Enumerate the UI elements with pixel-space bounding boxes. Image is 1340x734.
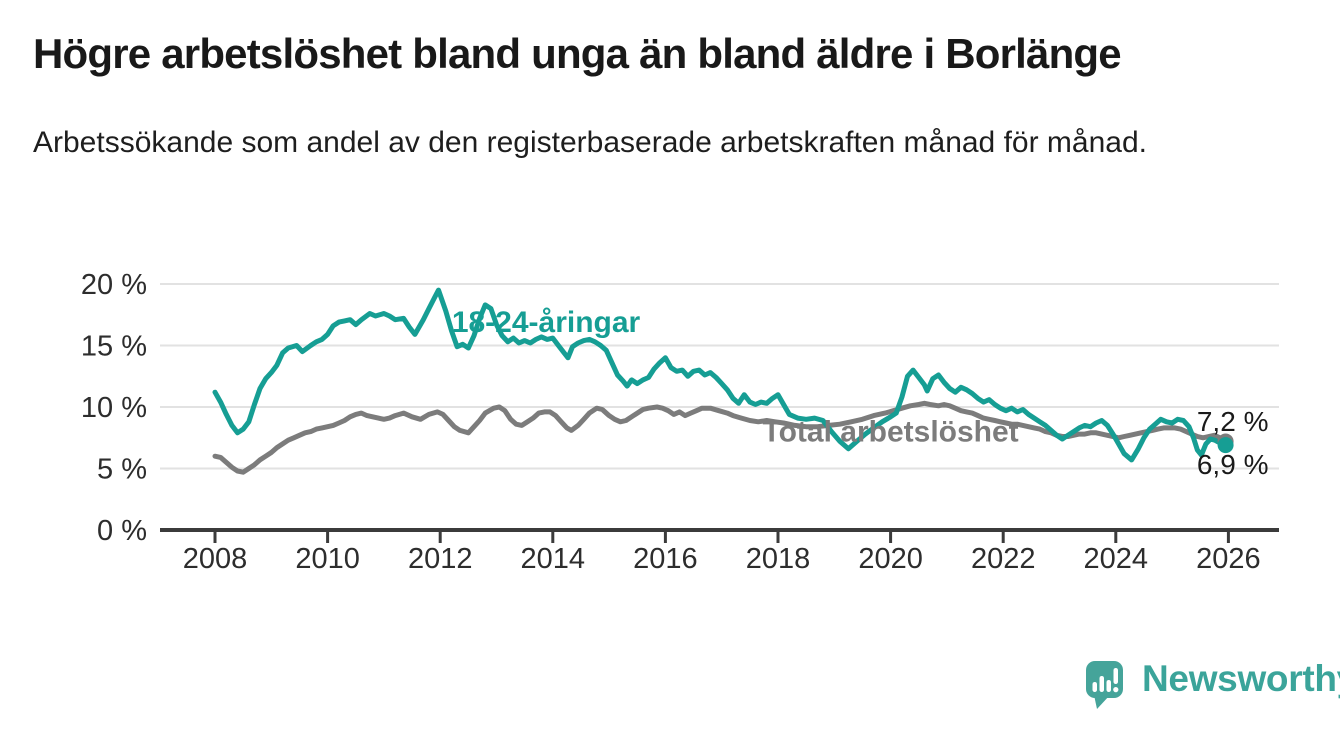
newsworthy-logo: Newsworthy [1083, 648, 1340, 710]
x-axis-tick-label: 2012 [408, 543, 473, 575]
x-axis-tick-label: 2010 [295, 543, 360, 575]
speech-bubble-tail-icon [1094, 695, 1110, 709]
x-axis-tick-label: 2022 [971, 543, 1036, 575]
series-line-total [212, 400, 1229, 475]
newsworthy-logo-icon [1086, 661, 1123, 709]
end-value-label-total: 7,2 % [1197, 406, 1269, 437]
bar-icon [1099, 676, 1104, 692]
y-axis-tick-label: 0 % [97, 515, 147, 547]
y-axis-tick-label: 5 % [97, 454, 147, 486]
series-end-dot-youth [1217, 437, 1234, 454]
x-axis-tick-label: 2018 [746, 543, 811, 575]
x-axis-tick-label: 2014 [521, 543, 586, 575]
series-line-youth [212, 287, 1229, 463]
series-label-total: Total arbetslöshet [763, 416, 1019, 449]
newsworthy-brand-name: Newsworthy [1142, 658, 1340, 699]
x-axis-tick-label: 2008 [183, 543, 248, 575]
exclamation-dot-icon [1113, 687, 1119, 693]
chart-subtitle: Arbetssökande som andel av den registerb… [33, 126, 1147, 159]
y-axis-tick-label: 20 % [81, 269, 147, 301]
bar-icon [1106, 680, 1111, 692]
bar-icon [1092, 682, 1097, 692]
x-axis-tick-label: 2024 [1084, 543, 1149, 575]
x-axis-tick-label: 2016 [633, 543, 698, 575]
y-axis-tick-label: 10 % [81, 392, 147, 424]
x-axis-tick-label: 2020 [858, 543, 923, 575]
end-value-label-youth: 6,9 % [1197, 449, 1269, 480]
x-axis-tick-label: 2026 [1196, 543, 1261, 575]
series-label-youth: 18-24-åringar [452, 306, 641, 339]
y-axis-tick-label: 15 % [81, 331, 147, 363]
chart-title: Högre arbetslöshet bland unga än bland ä… [33, 30, 1122, 77]
exclamation-bar-icon [1113, 668, 1118, 684]
